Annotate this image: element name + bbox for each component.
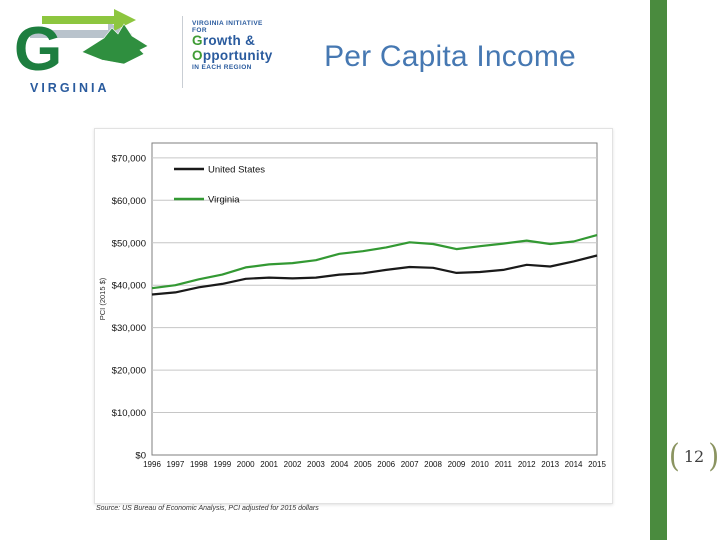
legend-label: Virginia — [208, 195, 240, 206]
legend-label: United States — [208, 165, 265, 176]
y-axis-title: PCI (2015 $) — [98, 277, 107, 320]
x-tick-label: 2007 — [401, 460, 419, 469]
x-tick-label: 2004 — [330, 460, 348, 469]
source-note: Source: US Bureau of Economic Analysis, … — [96, 505, 319, 512]
y-tick-label: $40,000 — [112, 281, 146, 292]
y-tick-label: $60,000 — [112, 196, 146, 207]
y-tick-label: $20,000 — [112, 366, 146, 377]
page-title: Per Capita Income — [324, 40, 576, 73]
x-tick-label: 2014 — [565, 460, 583, 469]
x-tick-label: 2012 — [518, 460, 536, 469]
plot-area — [151, 142, 598, 456]
x-tick-label: 2008 — [424, 460, 442, 469]
x-tick-label: 1998 — [190, 460, 208, 469]
x-tick-label: 2000 — [237, 460, 255, 469]
go-virginia-logo-mark: G VIRGINIA — [14, 9, 149, 95]
x-tick-label: 1996 — [143, 460, 161, 469]
x-tick-label: 1997 — [167, 460, 185, 469]
logo-growth-label: Growth & — [192, 33, 256, 48]
x-tick-label: 2002 — [284, 460, 302, 469]
per-capita-income-chart: $0 $10,000 $20,000 $30,000 $40,000 $50,000 $60… — [94, 128, 613, 504]
y-tick-label: $0 — [135, 451, 146, 462]
x-tick-label: 2003 — [307, 460, 325, 469]
green-arrow-icon — [42, 9, 136, 31]
slide-number-value: 12 — [683, 446, 705, 466]
x-tick-label: 1999 — [213, 460, 231, 469]
y-tick-label: $50,000 — [112, 238, 146, 249]
go-virginia-logo: G VIRGINIA VIRGINIA INITIATIVE FOR Growt… — [12, 4, 272, 100]
logo-opportunity-label: Opportunity — [192, 47, 273, 63]
slide-number-bracket-right: ) — [708, 436, 720, 475]
slide-number-bracket-left: ( — [668, 436, 680, 475]
x-tick-label: 2005 — [354, 460, 372, 469]
y-tick-label: $10,000 — [112, 408, 146, 419]
gray-arrow-icon — [30, 22, 132, 46]
logo-g-letter: G — [14, 15, 62, 84]
x-tick-label: 2006 — [377, 460, 395, 469]
united-states-line — [151, 254, 598, 296]
logo-virginia-label: VIRGINIA — [30, 81, 110, 95]
virginia-state-shape-icon — [81, 23, 149, 65]
logo-tagline-top: VIRGINIA INITIATIVE FOR — [192, 20, 263, 34]
logo-tagline-bottom: IN EACH REGION — [192, 63, 252, 71]
x-tick-label: 2013 — [541, 460, 559, 469]
x-tick-label: 2001 — [260, 460, 278, 469]
virginia-line — [151, 234, 598, 290]
logo-divider — [182, 16, 183, 88]
x-tick-label: 2015 — [588, 460, 606, 469]
slide-number: ( 12 ) — [668, 436, 720, 475]
logo-tagline: VIRGINIA INITIATIVE FOR Growth & Opportu… — [192, 20, 273, 71]
y-tick-label: $30,000 — [112, 323, 146, 334]
chart-canvas: $0 $10,000 $20,000 $30,000 $40,000 $50,000 $60… — [98, 142, 606, 469]
x-tick-label: 2010 — [471, 460, 489, 469]
x-tick-label: 2009 — [448, 460, 466, 469]
y-tick-label: $70,000 — [112, 153, 146, 164]
x-tick-label: 2011 — [495, 460, 513, 469]
right-accent-bar — [650, 0, 667, 540]
